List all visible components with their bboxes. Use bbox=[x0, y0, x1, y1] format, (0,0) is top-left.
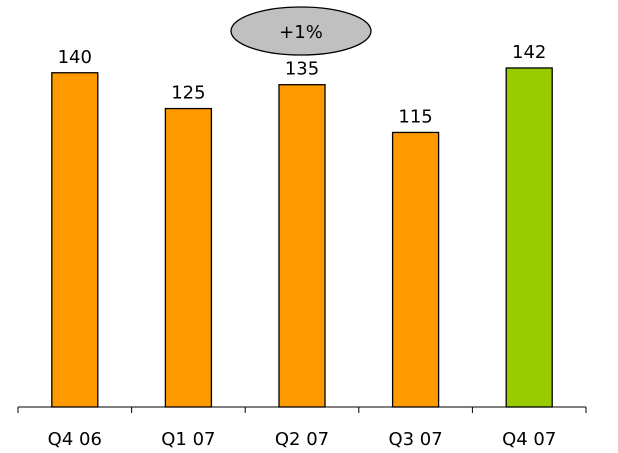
growth-badge-text: +1% bbox=[279, 22, 323, 43]
bar-q2-07 bbox=[278, 84, 326, 408]
x-tick-label: Q1 07 bbox=[161, 429, 215, 450]
data-label: 140 bbox=[58, 47, 92, 68]
data-label: 115 bbox=[398, 106, 432, 127]
data-label: 135 bbox=[285, 59, 319, 80]
x-tick-label: Q4 07 bbox=[502, 429, 556, 450]
bar-q1-07 bbox=[164, 107, 213, 408]
data-label: 125 bbox=[171, 83, 205, 104]
x-tick-label: Q4 06 bbox=[48, 429, 102, 450]
bar-q3-07 bbox=[391, 131, 440, 408]
growth-badge-ellipse bbox=[230, 6, 372, 56]
data-label: 142 bbox=[512, 42, 546, 63]
bar-q4-06 bbox=[51, 72, 99, 408]
x-tick-label: Q3 07 bbox=[388, 429, 442, 450]
bar-q4-07 bbox=[505, 67, 553, 408]
growth-badge: +1% bbox=[230, 6, 372, 56]
x-tick-label: Q2 07 bbox=[275, 429, 329, 450]
